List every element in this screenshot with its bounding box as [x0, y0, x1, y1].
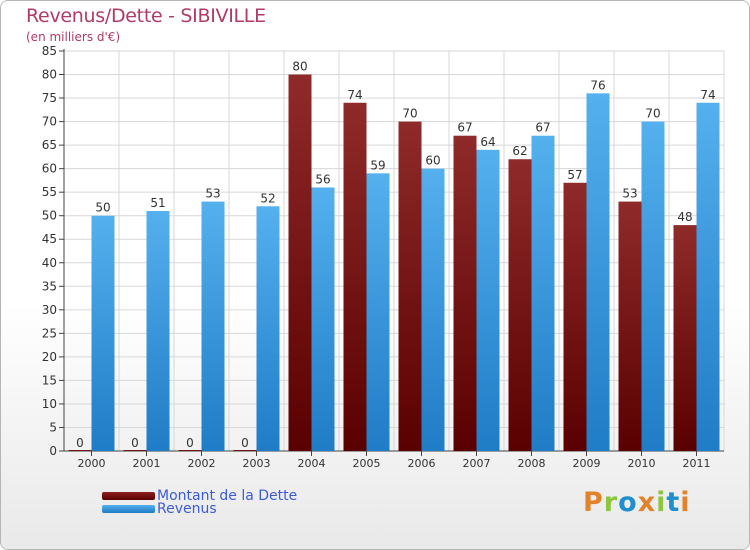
x-tick-label: 2008 [518, 457, 546, 470]
bars [68, 74, 720, 452]
legend-label-revenus: Revenus [157, 501, 217, 517]
y-tick-label: 35 [42, 279, 57, 293]
data-label: 0 [131, 436, 139, 450]
bar-dette [123, 450, 147, 451]
data-label: 0 [241, 436, 249, 450]
data-label: 60 [425, 154, 440, 168]
x-tick-label: 2005 [353, 457, 381, 470]
data-label: 76 [590, 78, 605, 92]
logo-letter: o [618, 487, 638, 518]
y-tick-label: 65 [42, 138, 57, 152]
bar-revenus [586, 93, 610, 452]
y-tick-label: 85 [42, 44, 57, 58]
x-tick-label: 2003 [243, 457, 271, 470]
legend-swatch-dette [102, 492, 155, 500]
legend-label-dette: Montant de la Dette [157, 488, 298, 504]
data-label: 67 [457, 121, 472, 135]
y-tick-label: 70 [42, 115, 57, 129]
chart-title: Revenus/Dette - SIBIVILLE [26, 5, 266, 27]
data-label: 80 [292, 60, 307, 74]
y-tick-label: 10 [42, 397, 57, 411]
logo-letter: r [603, 487, 619, 518]
legend-item-revenus: Revenus [102, 501, 217, 517]
data-label: 53 [205, 187, 220, 201]
data-label: 67 [535, 121, 550, 135]
logo-letter: P [583, 487, 604, 518]
bar-dette [508, 159, 532, 451]
logo-letter: x [637, 487, 657, 518]
data-label: 0 [76, 436, 84, 450]
data-label: 64 [480, 135, 495, 149]
bar-dette [673, 225, 697, 451]
bar-dette [178, 450, 202, 451]
bar-revenus [421, 168, 445, 451]
proxiti-logo: Proxiti [583, 487, 691, 518]
y-tick-label: 20 [42, 350, 57, 364]
bar-dette [563, 182, 587, 451]
bar-dette [68, 450, 92, 451]
data-label: 57 [567, 168, 582, 182]
y-tick-label: 75 [42, 91, 57, 105]
data-label: 74 [347, 88, 362, 102]
bar-dette [288, 74, 312, 451]
x-tick-label: 2011 [683, 457, 711, 470]
logo-letter: i [680, 487, 691, 518]
data-label: 50 [95, 201, 110, 215]
x-tick-label: 2001 [133, 457, 161, 470]
y-tick-label: 80 [42, 68, 57, 82]
y-tick-label: 0 [49, 444, 57, 458]
bar-revenus [311, 187, 335, 451]
y-tick-label: 50 [42, 209, 57, 223]
y-tick-label: 30 [42, 303, 57, 317]
logo-letter: i [656, 487, 667, 518]
y-tick-label: 25 [42, 326, 57, 340]
data-label: 0 [186, 436, 194, 450]
bar-revenus [531, 135, 555, 452]
data-label: 59 [370, 158, 385, 172]
logo-letter: t [666, 487, 681, 518]
data-labels: 0 50 0 51 0 53 0 52 80 56 74 59 70 60 67 64 62 67 57 76 53 70… [76, 60, 715, 450]
data-label: 53 [622, 187, 637, 201]
legend-swatch-revenus [102, 505, 155, 513]
x-tick-label: 2006 [408, 457, 436, 470]
bar-dette [618, 201, 642, 451]
y-tick-label: 5 [49, 420, 57, 434]
data-label: 51 [150, 196, 165, 210]
bar-revenus [91, 215, 115, 451]
bar-revenus [256, 206, 280, 451]
data-label: 52 [260, 191, 275, 205]
y-tick-label: 55 [42, 185, 57, 199]
y-tick-label: 60 [42, 162, 57, 176]
bar-dette [233, 450, 257, 451]
x-tick-label: 2009 [573, 457, 601, 470]
bar-revenus [366, 173, 390, 451]
bar-revenus [476, 149, 500, 451]
bar-revenus [641, 121, 665, 452]
x-tick-label: 2000 [78, 457, 106, 470]
bar-revenus [146, 211, 170, 451]
y-tick-label: 40 [42, 256, 57, 270]
bar-dette [343, 102, 367, 451]
bar-dette [398, 121, 422, 452]
legend-item-dette: Montant de la Dette [102, 488, 298, 504]
y-tick-label: 45 [42, 232, 57, 246]
data-label: 56 [315, 172, 330, 186]
data-label: 70 [402, 107, 417, 121]
chart-subtitle: (en milliers d'€) [26, 30, 121, 44]
x-tick-label: 2010 [628, 457, 656, 470]
data-label: 48 [677, 210, 692, 224]
y-tick-label: 15 [42, 373, 57, 387]
bar-dette [453, 135, 477, 452]
bar-revenus [201, 201, 225, 451]
data-label: 70 [645, 107, 660, 121]
x-tick-label: 2007 [463, 457, 491, 470]
data-label: 62 [512, 144, 527, 158]
data-label: 74 [700, 88, 715, 102]
bar-revenus [696, 102, 720, 451]
x-tick-label: 2004 [298, 457, 326, 470]
x-tick-label: 2002 [188, 457, 216, 470]
